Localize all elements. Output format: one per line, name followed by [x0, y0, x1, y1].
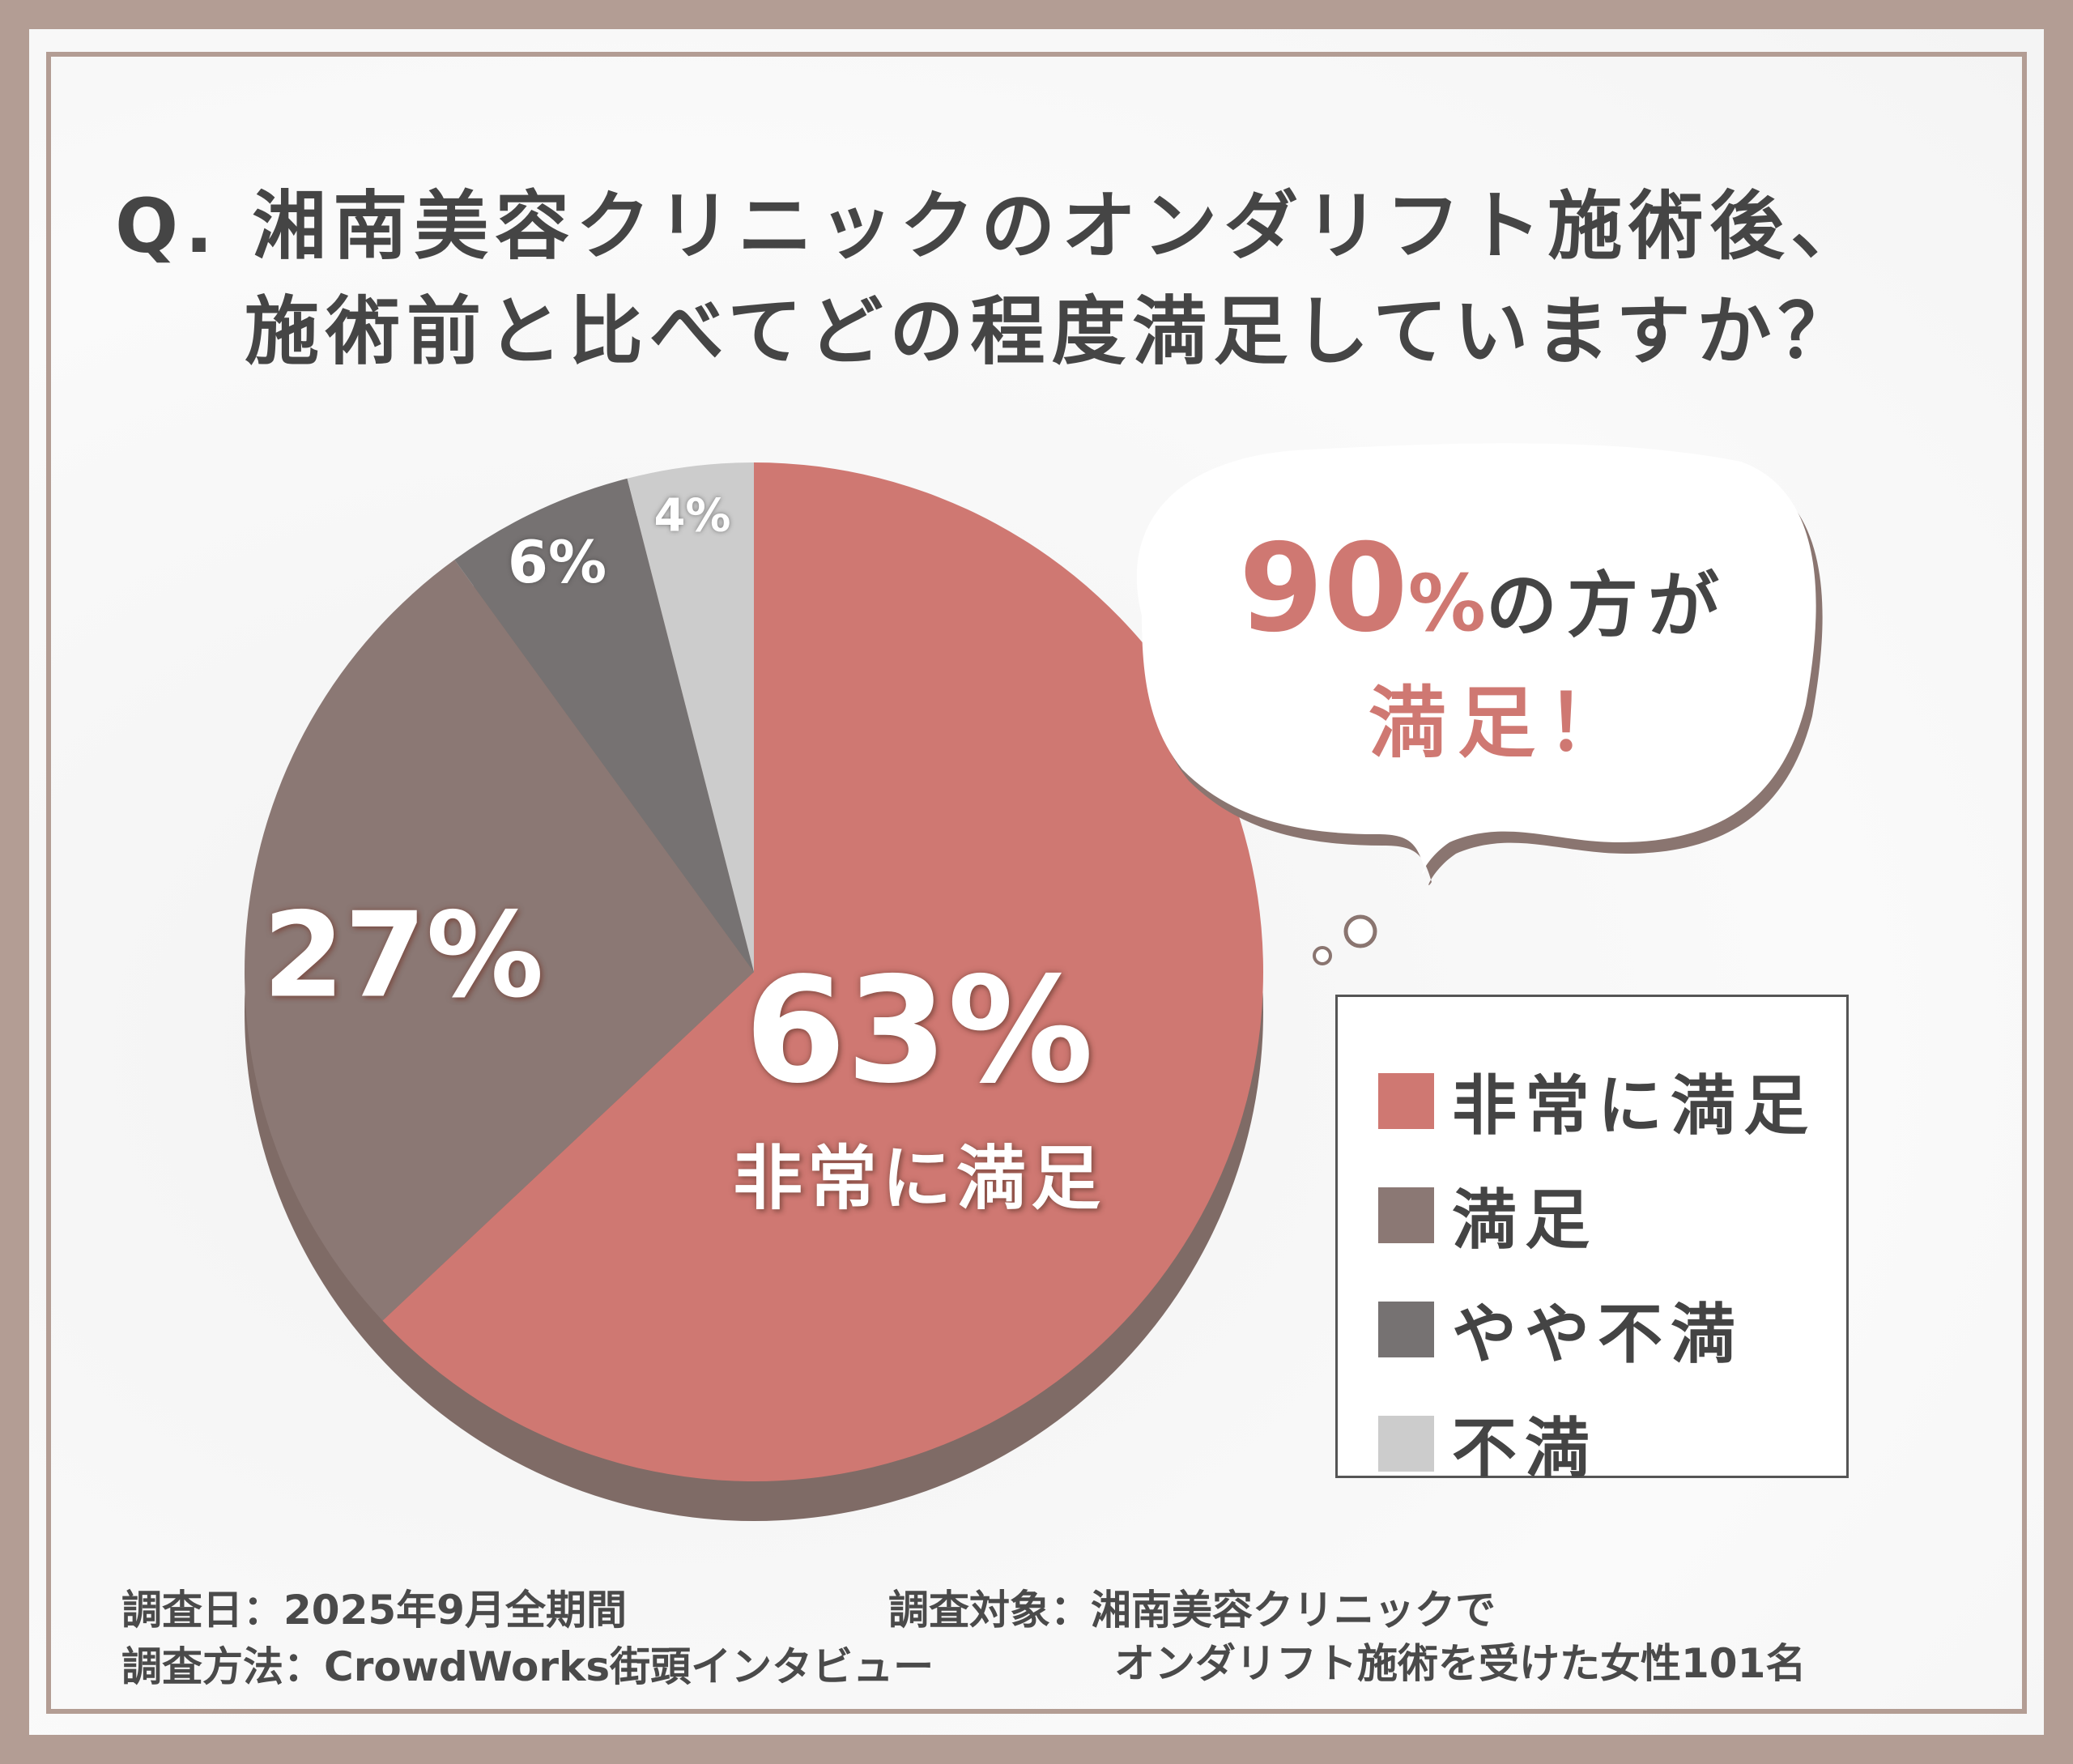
callout-headline: 90%の方が — [1239, 518, 1729, 659]
footer-method: 調査方法：CrowdWorks街頭インタビュー — [121, 1643, 934, 1690]
legend-swatch — [1378, 1415, 1434, 1472]
bubble-dot-large — [1343, 914, 1377, 948]
pie-slice-very-satisfied — [382, 462, 1264, 1481]
legend-label: 不満 — [1452, 1411, 1598, 1486]
center-caption: 非常に満足 — [733, 1138, 1105, 1220]
slice-label-dissatisfied: 4% — [653, 489, 731, 543]
bubble-dot-small — [1313, 946, 1332, 965]
pie-slice-slightly-dissatisfied — [454, 478, 754, 972]
pie-slice-satisfied — [245, 560, 754, 1321]
callout-number: 90 — [1239, 518, 1408, 659]
pie-slice-dissatisfied — [627, 462, 754, 972]
legend-swatch — [1378, 1072, 1434, 1129]
frame-border — [46, 52, 2027, 1714]
callout-percent: % — [1407, 558, 1486, 649]
legend-item: 不満 — [1378, 1396, 1598, 1490]
callout-line2: 満足！ — [1369, 678, 1636, 769]
legend-label: やや不満 — [1452, 1297, 1743, 1372]
slice-label-satisfied: 27% — [262, 887, 544, 1025]
speech-bubble — [1136, 443, 1816, 875]
slice-label-slightly-dissatisfied: 6% — [507, 528, 607, 596]
footer-target-line2: オンダリフト施術を受けた女性101名 — [1114, 1640, 1807, 1687]
legend-swatch — [1378, 1187, 1434, 1243]
footer-date: 調査日：2025年9月全期間 — [121, 1587, 627, 1634]
legend-label: 非常に満足 — [1452, 1068, 1816, 1144]
legend-swatch — [1378, 1301, 1434, 1357]
slice-label-very-satisfied: 63% — [744, 946, 1094, 1116]
legend-item: 非常に満足 — [1378, 1054, 1816, 1148]
footer-target-line1: 調査対象：湘南美容クリニックで — [888, 1587, 1496, 1634]
question-title-line2: 施術前と比べてどの程度満足していますか？ — [245, 288, 1859, 375]
legend-item: やや不満 — [1378, 1282, 1743, 1376]
legend: 非常に満足 満足 やや不満 不満 — [1335, 995, 1849, 1486]
callout-suffix: の方が — [1485, 564, 1729, 647]
question-title-line1: Q. 湘南美容クリニックのオンダリフト施術後、 — [115, 183, 1872, 270]
legend-item: 満足 — [1378, 1168, 1598, 1262]
legend-label: 満足 — [1452, 1182, 1598, 1258]
